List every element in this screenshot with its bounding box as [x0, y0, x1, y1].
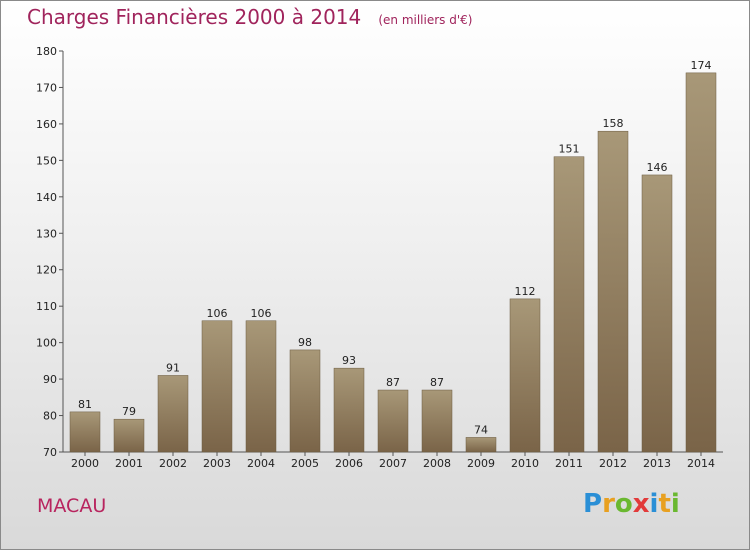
commune-name: MACAU [37, 495, 107, 517]
x-tick-label: 2004 [247, 457, 275, 470]
logo-letter: r [602, 489, 615, 519]
value-label-2007: 87 [386, 376, 400, 389]
chart-title: Charges Financières 2000 à 2014 [27, 5, 362, 29]
value-label-2008: 87 [430, 376, 444, 389]
x-tick-label: 2002 [159, 457, 187, 470]
y-tick-label: 180 [36, 45, 57, 58]
value-label-2001: 79 [122, 405, 136, 418]
y-tick-label: 120 [36, 264, 57, 277]
proxiti-logo: Proxiti [583, 489, 680, 519]
y-tick-label: 90 [43, 373, 57, 386]
value-label-2012: 158 [603, 117, 624, 130]
x-tick-label: 2001 [115, 457, 143, 470]
bar-2006 [333, 367, 365, 453]
logo-letter: x [632, 489, 650, 519]
bar-2012 [597, 130, 629, 453]
y-tick-label: 160 [36, 118, 57, 131]
value-label-2002: 91 [166, 361, 180, 374]
bar-2003 [201, 320, 233, 453]
x-tick-label: 2009 [467, 457, 495, 470]
logo-letter: i [649, 489, 659, 519]
bar-2013 [641, 174, 673, 453]
y-tick-label: 130 [36, 227, 57, 240]
logo-letter: o [614, 489, 633, 519]
y-tick-label: 150 [36, 154, 57, 167]
bar-2000 [69, 411, 101, 453]
y-tick-label: 100 [36, 337, 57, 350]
x-tick-label: 2008 [423, 457, 451, 470]
bar-2004 [245, 320, 277, 453]
y-tick-label: 70 [43, 446, 57, 459]
value-label-2010: 112 [515, 285, 536, 298]
x-tick-label: 2010 [511, 457, 539, 470]
y-tick-label: 110 [36, 300, 57, 313]
x-tick-label: 2006 [335, 457, 363, 470]
x-tick-label: 2012 [599, 457, 627, 470]
x-tick-label: 2000 [71, 457, 99, 470]
value-label-2011: 151 [559, 143, 580, 156]
bar-2011 [553, 156, 585, 453]
value-label-2005: 98 [298, 336, 312, 349]
value-label-2006: 93 [342, 354, 356, 367]
x-tick-label: 2005 [291, 457, 319, 470]
bar-2014 [685, 72, 717, 453]
bar-2005 [289, 349, 321, 453]
value-label-2004: 106 [251, 307, 272, 320]
x-tick-label: 2014 [687, 457, 715, 470]
y-tick-label: 140 [36, 191, 57, 204]
x-tick-label: 2007 [379, 457, 407, 470]
value-label-2014: 174 [691, 59, 712, 72]
chart-subtitle: (en milliers d'€) [378, 13, 473, 27]
value-label-2013: 146 [647, 161, 668, 174]
value-label-2003: 106 [207, 307, 228, 320]
value-label-2000: 81 [78, 398, 92, 411]
bar-2002 [157, 375, 189, 453]
logo-letter: i [670, 489, 680, 519]
bar-2007 [377, 389, 409, 453]
bar-2008 [421, 389, 453, 453]
logo-letter: t [658, 489, 671, 519]
x-tick-label: 2011 [555, 457, 583, 470]
logo-letter: P [583, 489, 603, 519]
bar-2001 [113, 418, 145, 453]
value-labels: 81 79 91 106 106 98 93 87 87 74 112 151 158 146 174 [78, 59, 712, 437]
value-label-2009: 74 [474, 423, 488, 436]
axes: 70 80 90 100 110 120 130 140 150 160 170 180 2000 200… [36, 45, 723, 470]
bar-2010 [509, 298, 541, 453]
title-row: Charges Financières 2000 à 2014 (en mill… [27, 5, 472, 29]
bars [69, 72, 717, 453]
y-tick-label: 170 [36, 81, 57, 94]
bar-2009 [465, 437, 497, 453]
x-tick-label: 2013 [643, 457, 671, 470]
y-tick-label: 80 [43, 410, 57, 423]
x-tick-label: 2003 [203, 457, 231, 470]
